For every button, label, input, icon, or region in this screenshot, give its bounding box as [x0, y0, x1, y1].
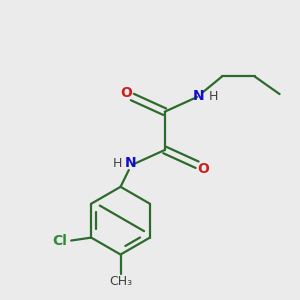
Text: N: N — [193, 88, 204, 103]
Text: H: H — [208, 91, 218, 103]
Text: H: H — [113, 157, 122, 170]
Text: O: O — [120, 85, 132, 100]
Text: N: N — [125, 156, 137, 170]
Text: CH₃: CH₃ — [109, 275, 132, 288]
Text: O: O — [198, 162, 209, 176]
Text: Cl: Cl — [52, 233, 67, 248]
